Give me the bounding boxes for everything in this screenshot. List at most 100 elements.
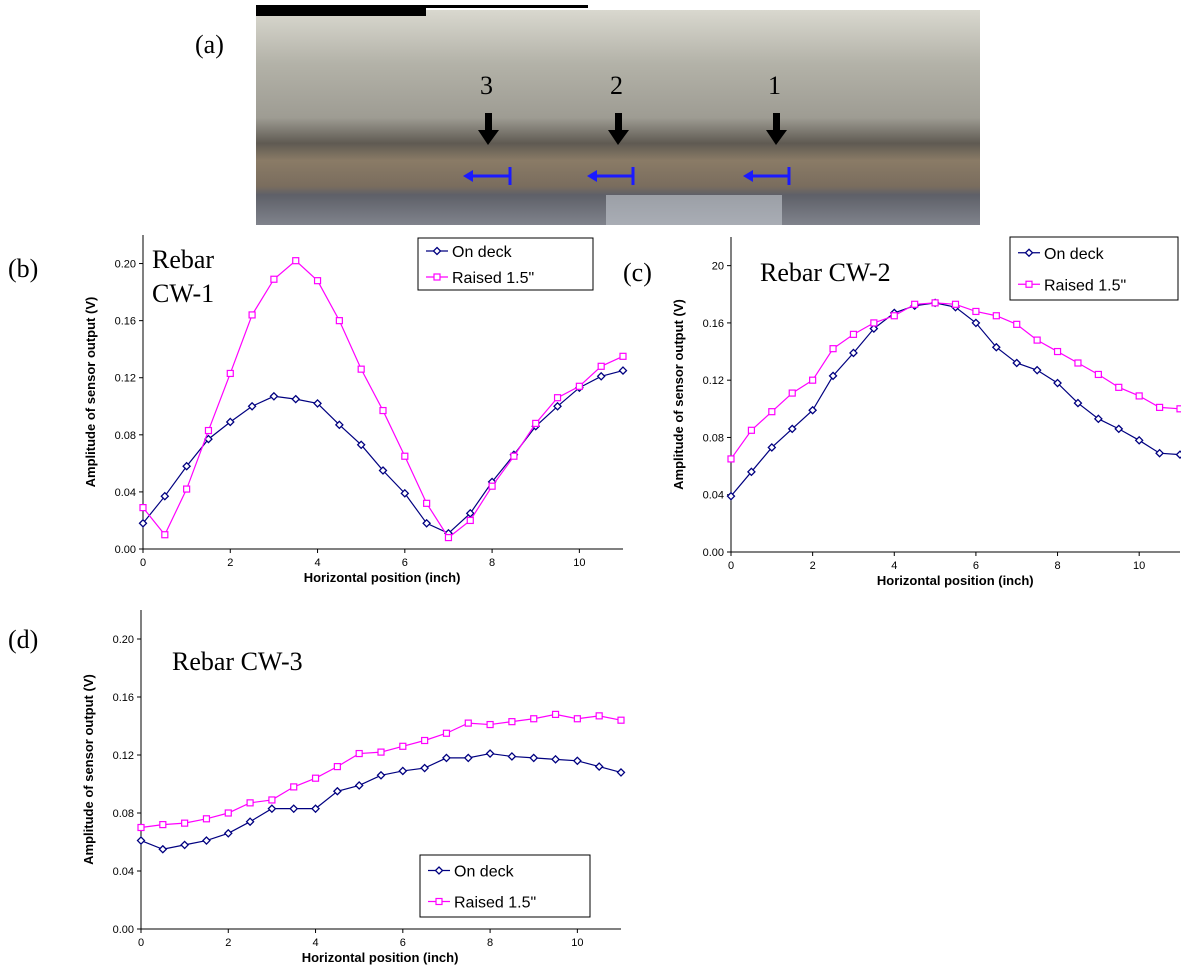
data-point [1175,450,1181,460]
arrows [478,113,787,145]
data-point [1115,383,1123,391]
data-point [1093,414,1103,424]
y-tick-label: 0.08 [115,430,136,442]
x-tick-label: 8 [1054,560,1060,572]
data-point [727,455,735,463]
data-point [226,369,234,378]
data-point [356,440,366,450]
data-point [398,766,408,776]
legend-marker [435,897,443,906]
data-point [1012,358,1022,368]
data-point [423,499,431,507]
data-point [466,516,474,525]
data-point [767,443,777,452]
y-tick-label: 0.04 [113,866,134,878]
y-tick-label: 0.12 [703,375,724,387]
data-point [829,345,837,353]
panel-label: (c) [623,258,652,287]
legend-label: Raised 1.5" [454,895,536,912]
legend-box [417,237,594,291]
data-point [529,753,539,763]
x-tick-label: 6 [402,557,408,569]
x-tick-label: 8 [489,557,495,569]
x-tick-label: 8 [487,937,493,949]
marker-label: 2 [610,71,623,100]
data-point [183,485,191,493]
data-point [401,452,409,460]
x-tick-label: 4 [891,560,897,572]
data-point [311,774,320,782]
data-point [849,330,858,338]
x-tick-label: 4 [314,557,320,569]
x-tick-label: 2 [225,937,231,949]
data-point [181,819,189,827]
data-point [332,786,342,796]
data-point [464,719,472,727]
y-tick-label: 0.08 [703,432,724,444]
x-tick-label: 6 [400,937,406,949]
panel-label: (b) [8,254,38,283]
data-point [400,488,410,498]
series-line [142,370,624,535]
data-point [225,417,235,427]
chart: (c) 0.00 0.04 0.08 0.12 0.16 20 0 2 4 6 8 10 Horizont… [623,236,1181,588]
data-point [202,836,211,845]
data-point [931,299,939,307]
legend-label: On deck [1044,246,1105,263]
y-tick-label: 20 [712,261,724,273]
chart: (d) 0.00 0.04 0.08 0.12 0.16 0.20 0 2 4 6 8 10 Horizo… [8,610,626,965]
data-point [290,783,298,791]
data-point [420,763,430,773]
x-axis-label: Horizontal position (inch) [302,950,459,965]
data-point [991,342,1001,352]
x-tick-label: 10 [573,557,585,569]
data-point [1135,392,1143,400]
data-point [828,371,838,381]
y-tick-label: 0.16 [115,316,136,328]
legend-box [1009,236,1179,301]
data-point [378,466,388,475]
data-point [551,710,560,719]
data-point [972,307,980,316]
data-point [355,749,363,758]
y-tick-label: 0.12 [113,750,134,762]
marker-label: 1 [768,71,781,100]
data-point [747,426,756,434]
data-point [572,756,582,766]
data-point [616,767,626,777]
data-point [1114,424,1124,434]
data-point [1176,405,1181,413]
data-point [138,518,148,528]
x-tick-label: 4 [312,937,318,949]
legend-marker [1025,280,1033,288]
data-point [377,748,385,756]
data-point [442,753,451,763]
data-point [137,823,145,832]
data-point [224,809,232,817]
data-point [313,277,322,285]
data-point [485,749,495,758]
panel-label: (a) [195,30,224,59]
data-point [421,736,429,745]
data-point [1073,398,1083,408]
data-point [870,319,878,327]
data-point [507,752,517,761]
data-point [971,318,981,328]
data-point [136,836,146,845]
data-point [422,518,432,528]
data-point [1032,365,1042,375]
y-tick-label: 0.00 [113,924,134,936]
data-point [159,820,167,829]
series-line [730,302,1181,497]
data-point [573,715,581,723]
data-point [311,804,320,814]
data-point [787,424,797,434]
data-point [992,312,1000,320]
legend-label: Raised 1.5" [452,270,534,287]
data-point [1013,320,1021,328]
data-point [245,817,255,827]
legend-marker [434,866,444,875]
data-point [161,531,169,539]
x-tick-label: 2 [227,557,233,569]
